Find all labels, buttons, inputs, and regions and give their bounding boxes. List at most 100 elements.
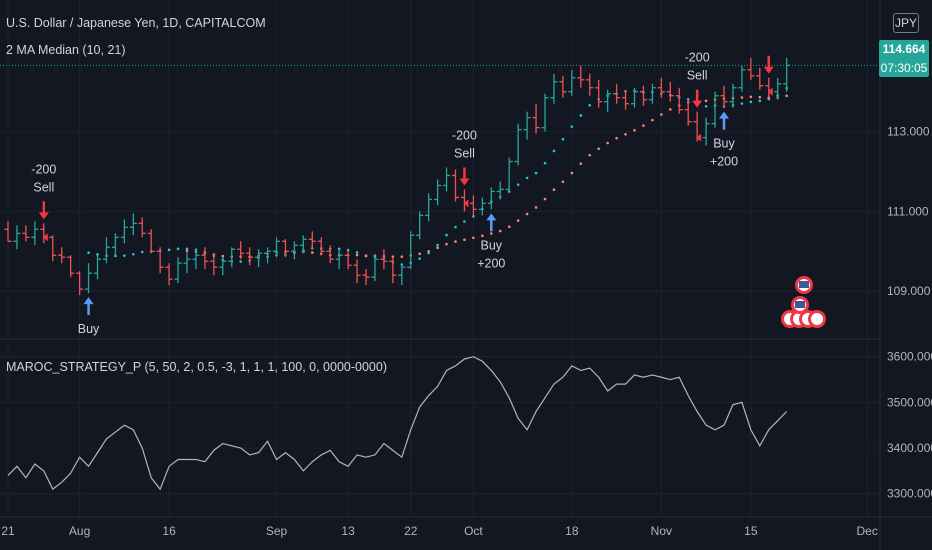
ma-slow-dot [615,136,618,140]
ohlc-bar [577,65,585,88]
signal-label: Buy [713,137,735,151]
ma-fast-dot [516,183,520,186]
ohlc-bar [183,253,191,274]
ma-slow-dot [561,180,565,184]
ma-slow-dot [516,219,520,222]
grid [0,0,880,517]
ma-slow-dot [624,132,627,136]
ohlc-bar [40,223,48,244]
ohlc-bar [765,77,773,98]
ohlc-bar [67,255,75,278]
signal-amount: -200 [685,51,710,65]
ma-slow-dot [498,229,502,233]
oscillator-axis[interactable]: 3600.000 3500.000 3400.000 3300.000 [887,350,932,501]
ohlc-bar [443,167,451,192]
ma-slow-dot [490,232,493,235]
ma-fast-dot [167,248,171,252]
ohlc-bar [326,245,334,264]
ma-slow-dot [400,255,404,258]
buy-signal[interactable]: Buy +200 [710,111,738,169]
signal-amount: +200 [710,155,738,169]
sell-marker-icon [696,133,702,142]
sell-signal[interactable]: -200 Sell [31,162,56,242]
ohlc-bar [711,91,719,128]
osc-tick-label: 3300.000 [887,487,932,501]
time-tick-label: 21 [1,524,15,538]
ohlc-bar [639,85,647,106]
ohlc-bar [622,89,630,110]
ma-fast-dot [758,99,762,103]
time-tick-label: Aug [69,524,90,538]
ohlc-bar [192,249,200,270]
ohlc-bar [648,83,656,104]
ohlc-bar [595,79,603,108]
ohlc-bar [675,87,683,114]
ohlc-bar [478,197,486,216]
ohlc-bar [604,89,612,112]
signal-label: Sell [454,146,475,160]
sell-marker-icon [767,87,773,96]
ohlc-bar [317,237,325,256]
ohlc-bar [666,81,674,102]
ohlc-bar [452,169,459,202]
ohlc-bar [434,179,442,206]
ma-fast-dot [239,260,242,263]
ma-slow-dot [642,124,645,127]
ohlc-bar [147,229,155,254]
buy-signal[interactable]: Buy [78,297,100,336]
time-tick-label: 18 [565,524,579,538]
indicator-title[interactable]: 2 MA Median (10, 21) [6,43,126,57]
sell-arrow-head [459,178,470,186]
ma-slow-dot [463,238,466,242]
buy-arrow-head [83,297,94,305]
ma-slow-dot [507,225,511,229]
ma-fast-dot [418,257,422,260]
time-tick-label: 13 [341,524,355,538]
price-axis[interactable]: 113.000 111.000 109.000 [887,125,931,299]
ohlc-bar [380,249,388,270]
ma-slow-dot [597,147,600,151]
ohlc-bar [255,249,263,268]
ma-fast-dot [87,251,90,254]
oscillator-title[interactable]: MAROC_STRATEGY_P (5, 50, 2, 0.5, -3, 1, … [6,360,387,374]
ma-fast-dot [472,215,475,218]
buy-signal[interactable]: Buy +200 [477,213,505,270]
symbol-title[interactable]: U.S. Dollar / Japanese Yen, 1D, CAPITALC… [6,16,266,30]
signal-label: Buy [78,322,100,336]
ma-fast-dot [355,251,359,254]
currency-button[interactable]: JPY [893,13,919,33]
ohlc-bar [774,77,782,100]
ma-slow-dot [785,94,788,98]
ohlc-bar [783,57,791,92]
ma-slow-dot [418,252,422,256]
ohlc-bar [631,87,638,108]
ma-fast-dot [588,103,592,107]
ohlc-bar [496,181,504,200]
ohlc-bar [684,99,692,126]
ma-slow-dot [570,171,574,175]
flag-icons[interactable] [781,276,826,328]
ohlc-bar [4,221,12,242]
time-tick-label: 15 [744,524,758,538]
ma-fast-dot [463,220,466,223]
time-axis[interactable]: 21 Aug 16 Sep 13 22 Oct 18 Nov 15 Dec [1,524,878,538]
ohlc-bar [738,65,746,92]
signal-label: Sell [33,180,54,194]
ohlc-bar [94,255,101,280]
ohlc-bar [156,247,164,274]
sell-signal[interactable]: -200 Sell [685,51,710,142]
sell-signal[interactable] [763,55,774,96]
ohlc-bar [111,233,119,256]
osc-tick-label: 3600.000 [887,350,932,364]
ma-slow-dot [740,96,744,99]
ohlc-bar [31,221,39,246]
ma-fast-dot [543,161,547,165]
ohlc-bar [22,225,30,242]
ohlc-bar [460,189,468,212]
ma-fast-dot [570,125,574,128]
sell-signal[interactable]: -200 Sell [452,128,477,208]
ma-fast-dot [552,149,556,153]
ohlc-bar [76,271,84,296]
ohlc-bar [532,103,540,134]
